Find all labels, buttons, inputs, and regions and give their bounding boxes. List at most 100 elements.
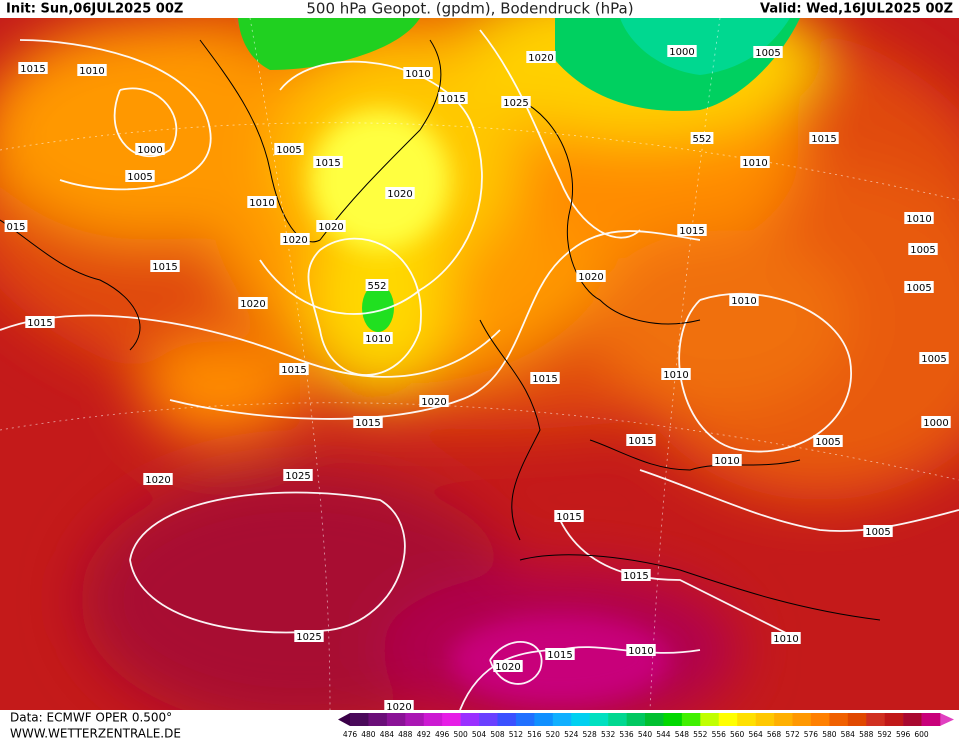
colorbar-swatch (571, 713, 590, 726)
isobar-label-box (809, 132, 839, 144)
isobar-label-box (919, 352, 949, 364)
isobar-label-box (365, 279, 389, 291)
isobar-label: 1025 (503, 98, 528, 109)
isobar-label: 1020 (578, 272, 603, 283)
isobar-label-box (729, 294, 759, 306)
isobar-label: 1020 (318, 222, 343, 233)
isobar-label: 552 (692, 134, 711, 145)
isobar-label: 1015 (547, 650, 572, 661)
isobar-label: 1000 (923, 418, 948, 429)
isobar-label-box (274, 143, 304, 155)
isobar-label-box (690, 132, 714, 144)
colorbar-label: 532 (601, 730, 616, 739)
colorbar-label: 560 (730, 730, 745, 739)
isobar-label-box (150, 260, 180, 272)
isobar-label: 1005 (127, 172, 152, 183)
colorbar-swatch (774, 713, 793, 726)
isobar-label-box (813, 435, 843, 447)
isobar-label: 1005 (906, 283, 931, 294)
isobar-label: 1010 (663, 370, 688, 381)
colorbar-label: 556 (712, 730, 727, 739)
colorbar-swatch (645, 713, 664, 726)
isobar-label: 1015 (281, 365, 306, 376)
colorbar-label: 492 (417, 730, 432, 739)
isobar-label: 1020 (528, 53, 553, 64)
isobar-label-box (904, 212, 934, 224)
isobar-label: 1010 (628, 646, 653, 657)
colorbar-label: 584 (841, 730, 856, 739)
colorbar-label: 576 (804, 730, 819, 739)
isobar-label: 1005 (755, 48, 780, 59)
isobar-label-box (771, 632, 801, 644)
isobar-label-box (493, 660, 523, 672)
isobar-label: 1015 (679, 226, 704, 237)
isobar-label: 1010 (731, 296, 756, 307)
isobar-label: 1000 (669, 47, 694, 58)
colorbar-label: 580 (822, 730, 837, 739)
colorbar-label: 504 (472, 730, 487, 739)
isobar-label: 1020 (282, 235, 307, 246)
isobar-label-box (18, 62, 48, 74)
colorbar-swatch (534, 713, 554, 726)
isobar-label: 1005 (921, 354, 946, 365)
isobar-label: 1015 (315, 158, 340, 169)
isobar-label-box (904, 281, 934, 293)
isobar-label: 1015 (440, 94, 465, 105)
colorbar-swatch (442, 713, 461, 726)
isobar-label-box (626, 644, 656, 656)
isobar-label-box (313, 156, 343, 168)
isobar-label: 1015 (556, 512, 581, 523)
isobar-label: 1005 (815, 437, 840, 448)
isobar-label: 1020 (240, 299, 265, 310)
isobar-label: 1010 (79, 66, 104, 77)
isobar-label-box (863, 525, 893, 537)
isobar-label-box (438, 92, 468, 104)
colorbar-label: 544 (656, 730, 671, 739)
colorbar: 476 480 484 488 492 496 500 504 508 512 516 520 524 5… (338, 713, 954, 739)
colorbar-arrow-left (338, 713, 350, 726)
isobar-label-box (280, 233, 310, 245)
header-bar (0, 0, 959, 18)
isobar-label-box (385, 187, 415, 199)
colorbar-label: 480 (361, 730, 376, 739)
colorbar-swatch (829, 713, 849, 726)
colorbar-swatch (737, 713, 756, 726)
colorbar-label: 540 (638, 730, 653, 739)
isobar-label: 552 (367, 281, 386, 292)
isobar-label-box (908, 243, 938, 255)
isobar-label-box (25, 316, 55, 328)
colorbar-swatch (921, 713, 941, 726)
colorbar-label: 548 (675, 730, 690, 739)
colorbar-swatch (368, 713, 388, 726)
isobar-label-box (530, 372, 560, 384)
colorbar-swatch (755, 713, 775, 726)
site-name: WWW.WETTERZENTRALE.DE (10, 727, 181, 741)
isobar-label-box (279, 363, 309, 375)
colorbar-swatch (718, 713, 738, 726)
isobar-label-box (712, 454, 742, 466)
colorbar-swatch (792, 713, 812, 726)
isobar-label: 1010 (906, 214, 931, 225)
colorbar-label: 488 (398, 730, 413, 739)
isobar-label: 1015 (628, 436, 653, 447)
colorbar-label: 596 (896, 730, 911, 739)
isobar-label: 1020 (387, 189, 412, 200)
colorbar-label: 568 (767, 730, 782, 739)
isobar-label-box (238, 297, 268, 309)
isobar-label-box (125, 170, 155, 182)
isobar-label: 1005 (865, 527, 890, 538)
init-time: Init: Sun,06JUL2025 00Z (6, 2, 183, 17)
isobar-label: 1015 (532, 374, 557, 385)
colorbar-label: 600 (914, 730, 929, 739)
colorbar-label: 496 (435, 730, 450, 739)
map-title: 500 hPa Geopot. (gpdm), Bodendruck (hPa) (306, 0, 633, 18)
isobar-label: 1020 (495, 662, 520, 673)
isobar-label: 1025 (285, 471, 310, 482)
colorbar-swatch (903, 713, 922, 726)
isobar-label-box (621, 569, 651, 581)
isobar-label: 1020 (386, 702, 411, 713)
isobar-label-box (316, 220, 346, 232)
